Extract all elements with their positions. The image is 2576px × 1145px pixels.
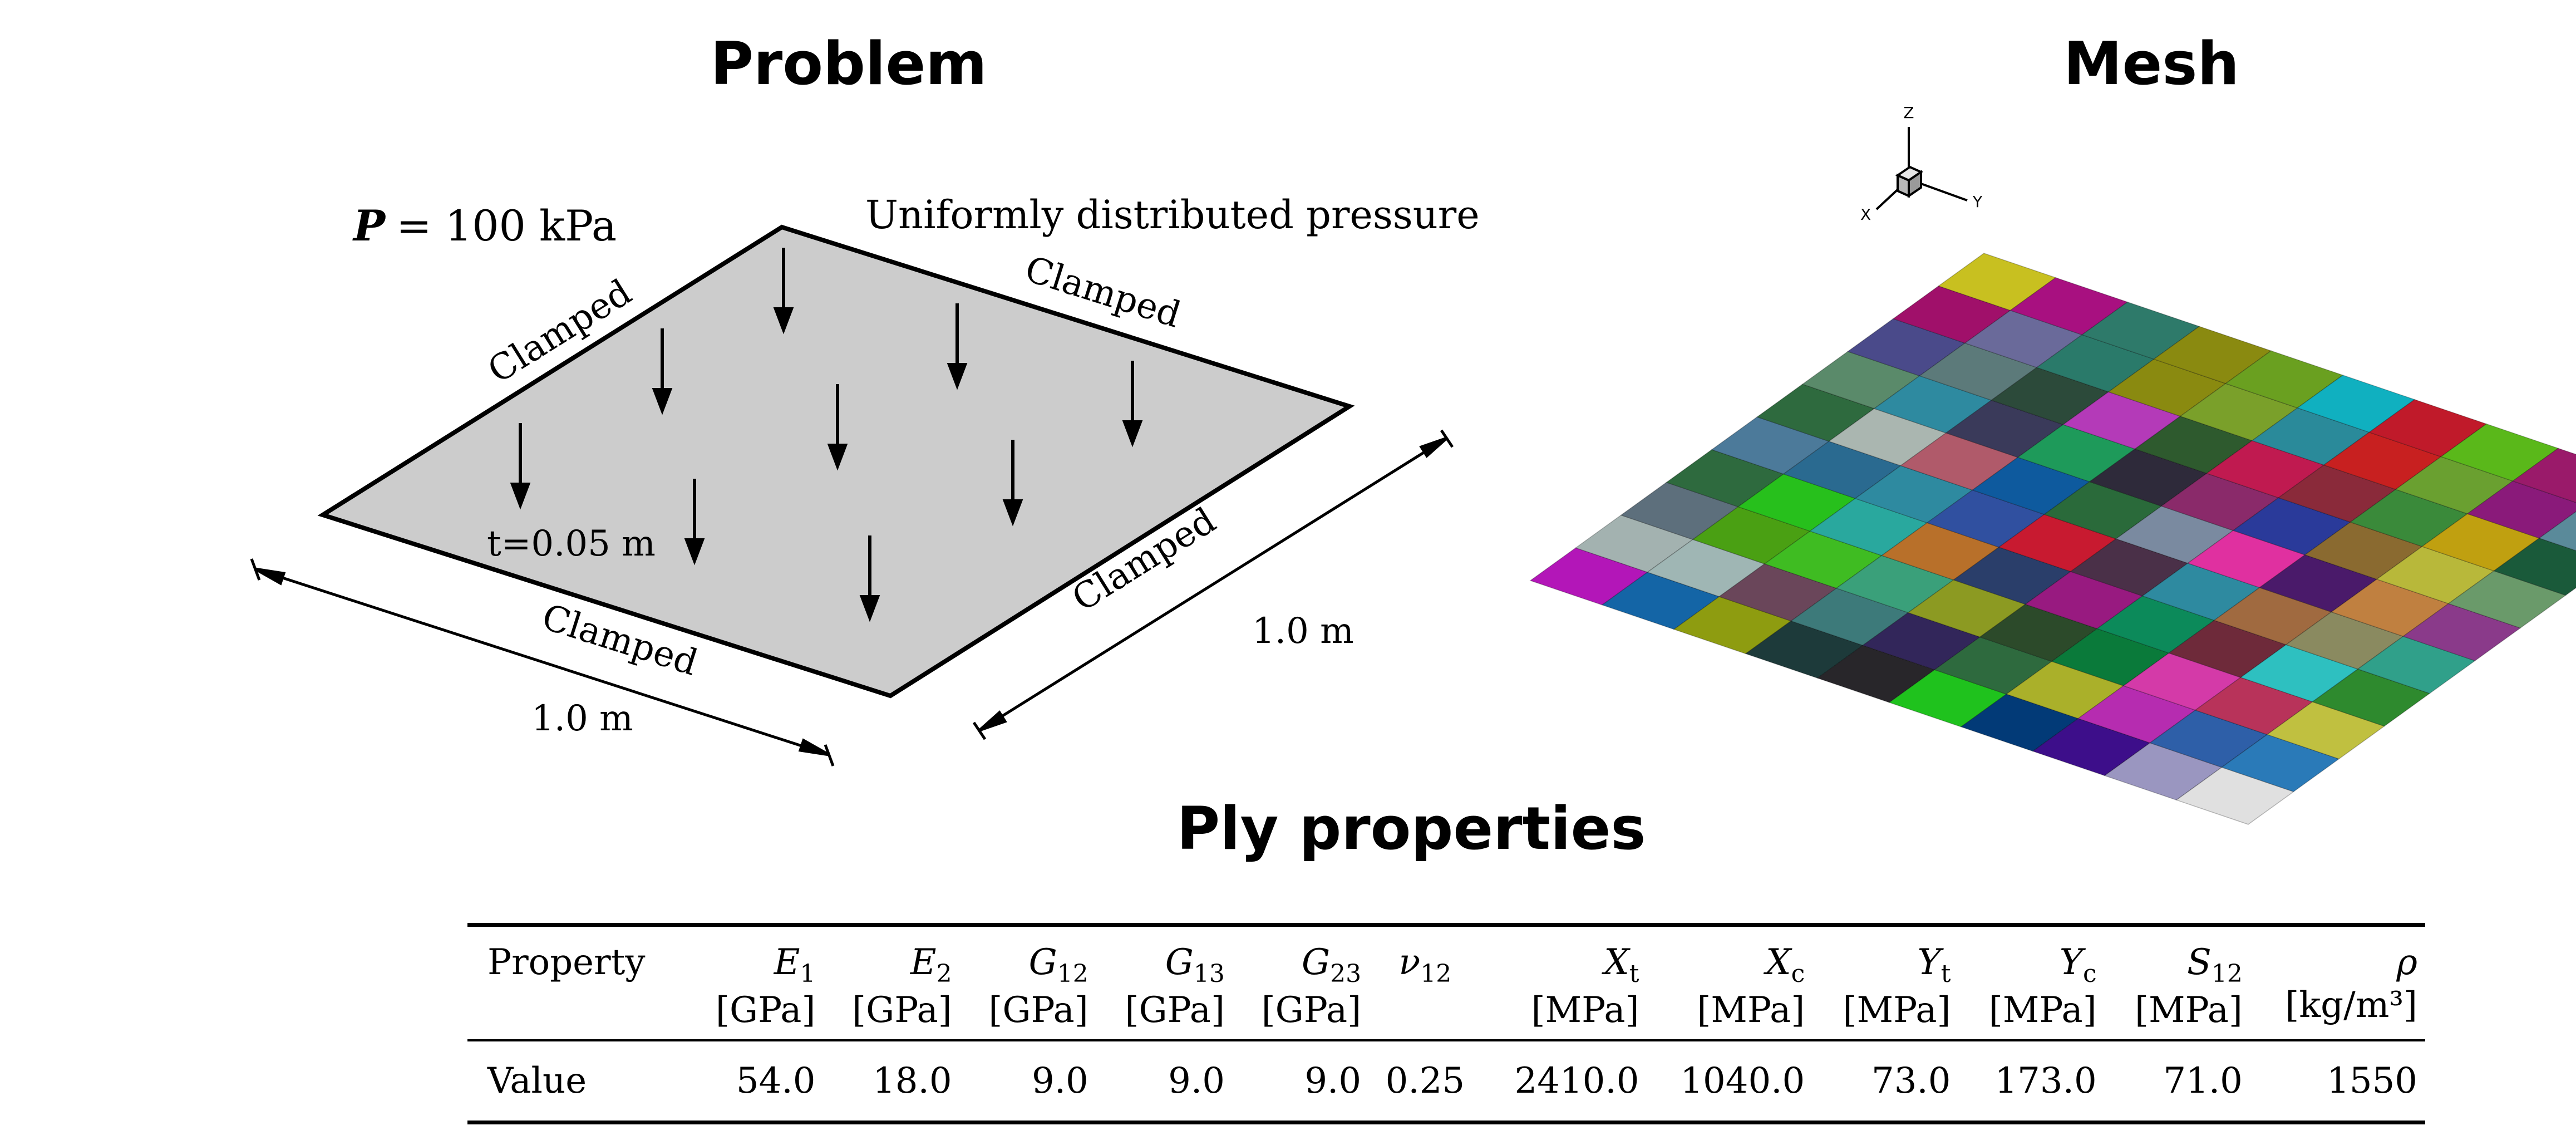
value-cell: 73.0 [1871, 1060, 1951, 1102]
header-cell: Xc [MPa] [1697, 942, 1805, 1031]
value-cell: 173.0 [1994, 1060, 2097, 1102]
mesh-element [2466, 480, 2576, 539]
axis-cube-icon [1895, 165, 1924, 198]
dimension-line-y [972, 429, 1454, 740]
header-cell: G23 [GPa] [1261, 942, 1362, 1031]
value-cell: 1040.0 [1680, 1060, 1805, 1102]
value-cell: 9.0 [1031, 1060, 1088, 1102]
header-cell: S12 [MPa] [2135, 942, 2243, 1031]
header-cell: ρ [kg/m³] [2285, 942, 2417, 1026]
header-cell-property: Property [487, 942, 646, 983]
dimension-y-label: 1.0 m [1252, 611, 1354, 652]
pressure-arrow [684, 479, 705, 566]
value-cell: 9.0 [1304, 1060, 1362, 1102]
pressure-arrow [947, 303, 968, 390]
pressure-arrow [652, 328, 673, 415]
axis-x-label: X [1860, 205, 1871, 224]
thickness-label: t=0.05 m [487, 523, 656, 564]
mesh-element [2493, 537, 2576, 596]
pressure-arrow [859, 535, 880, 622]
dimension-x-label: 1.0 m [531, 698, 633, 739]
pressure-label: = 100 kPa [396, 201, 617, 250]
axis-z-label: Z [1903, 104, 1914, 122]
pressure-arrow [510, 423, 531, 510]
value-cell: 0.25 [1385, 1060, 1465, 1102]
mesh-element [2511, 448, 2576, 503]
axis-triad [1875, 127, 1968, 210]
value-cell: 1550 [2327, 1060, 2417, 1102]
value-cell: 2410.0 [1514, 1060, 1639, 1102]
header-cell: G12 [GPa] [988, 942, 1088, 1031]
load-description: Uniformly distributed pressure [865, 192, 1480, 238]
ply-properties-table: Property E1 [GPa] E2 [GPa] G12 [GPa] G13 [GPa] G… [467, 923, 2425, 1125]
value-cell: 18.0 [873, 1060, 952, 1102]
ply-properties-heading: Ply properties [1176, 794, 1646, 863]
row-label: Value [487, 1060, 587, 1102]
table-row: Value 54.0 18.0 9.0 9.0 9.0 0.25 2410.0 1040.0 73… [467, 1040, 2425, 1123]
header-cell: Xt [MPa] [1531, 942, 1639, 1031]
value-cell: 71.0 [2163, 1060, 2243, 1102]
header-cell: E1 [GPa] [716, 942, 816, 1031]
header-cell: Yt [MPa] [1843, 942, 1951, 1031]
pressure-arrows [510, 248, 1143, 622]
mesh-grid [1529, 253, 2576, 825]
header-cell: ν12 [1398, 942, 1452, 988]
value-cell: 54.0 [736, 1060, 816, 1102]
pressure-arrow [1002, 440, 1023, 527]
mesh-heading: Mesh [2063, 30, 2239, 98]
header-cell: G13 [GPa] [1125, 942, 1225, 1031]
value-cell: 9.0 [1168, 1060, 1225, 1102]
pressure-symbol: P [352, 201, 386, 250]
dimension-line-x [250, 558, 835, 766]
header-cell: E2 [GPa] [852, 942, 952, 1031]
problem-heading: Problem [710, 30, 987, 98]
table-header-row: Property E1 [GPa] E2 [GPa] G12 [GPa] G13 [GPa] G… [467, 925, 2425, 1041]
axis-y-label: Y [1972, 193, 1983, 211]
header-cell: Yc [MPa] [1988, 942, 2097, 1031]
pressure-arrow [827, 384, 848, 471]
pressure-arrow [773, 248, 794, 335]
pressure-arrow [1122, 361, 1143, 448]
mesh-element [2538, 511, 2576, 552]
